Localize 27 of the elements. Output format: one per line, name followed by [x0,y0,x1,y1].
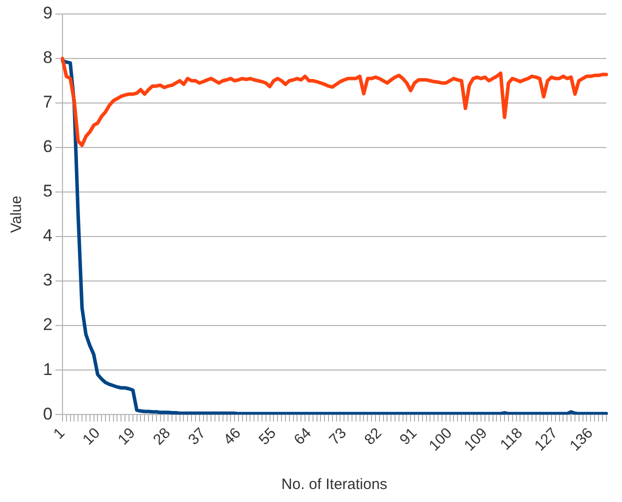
x-tick-label: 109 [461,424,491,454]
y-tick-label: 7 [42,92,52,112]
y-tick-label: 0 [42,404,52,424]
y-tick-label: 9 [42,4,52,23]
x-tick-label: 55 [256,424,280,448]
y-tick-label: 5 [42,182,52,201]
x-tick-label: 82 [361,424,386,448]
x-tick-label: 127 [531,424,562,454]
x-tick-label: 91 [396,424,420,448]
x-tick-label: 28 [150,424,174,448]
x-tick-label: 10 [80,424,104,448]
y-tick-label: 2 [42,315,52,334]
x-tick-label: 37 [185,424,210,448]
y-tick-label: 6 [42,137,52,156]
x-tick-label: 100 [426,424,456,454]
x-tick-label: 73 [326,424,350,448]
x-tick-label: 64 [290,424,315,448]
y-tick-label: 1 [42,360,52,379]
x-axis-title: No. of Iterations [281,476,388,494]
x-tick-label: 19 [114,424,139,448]
y-tick-label: 4 [42,226,52,246]
y-tick-label: 8 [42,48,52,68]
x-tick-label: 46 [220,424,244,448]
x-tick-label: 136 [566,424,596,454]
y-tick-label: 3 [42,270,52,290]
y-axis-title: Value [8,196,26,233]
x-tick-label: 118 [497,424,526,454]
